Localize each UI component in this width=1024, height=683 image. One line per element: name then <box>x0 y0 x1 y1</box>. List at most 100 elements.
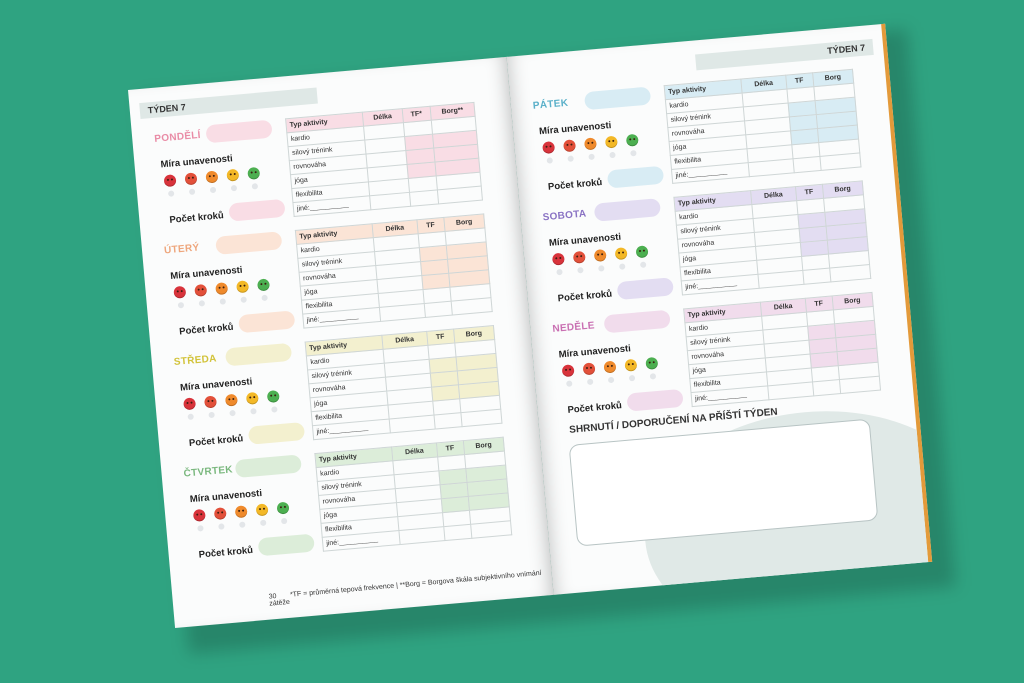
fatigue-checkbox[interactable] <box>649 373 657 380</box>
activity-table: Typ aktivity Délka TF* Borg** kardio silový t… <box>285 102 483 217</box>
steps-field[interactable] <box>247 421 306 445</box>
activity-cell[interactable] <box>398 526 445 545</box>
fatigue-checkbox[interactable] <box>586 378 594 386</box>
fatigue-checkbox[interactable] <box>280 517 288 525</box>
face-icon <box>645 356 659 370</box>
fatigue-checkbox[interactable] <box>209 186 217 194</box>
fatigue-checkbox[interactable] <box>188 188 196 196</box>
face-icon <box>603 360 617 374</box>
fatigue-label: Míra unavenosti <box>189 487 263 506</box>
activity-cell[interactable] <box>838 376 881 394</box>
fatigue-checkbox[interactable] <box>197 525 204 532</box>
fatigue-label: Míra unavenosti <box>558 343 632 361</box>
activity-cell[interactable] <box>433 412 462 430</box>
activity-table: Typ aktivity Délka TF Borg kardio silový trén… <box>314 437 512 552</box>
face-icon <box>183 397 197 411</box>
face-icon <box>215 282 229 296</box>
fatigue-checkbox[interactable] <box>271 406 278 413</box>
fatigue-checkbox[interactable] <box>239 521 246 528</box>
fatigue-checkbox[interactable] <box>219 298 227 305</box>
fatigue-checkbox[interactable] <box>566 380 573 387</box>
fatigue-checkbox[interactable] <box>630 149 637 157</box>
face-icon <box>247 166 261 180</box>
fatigue-checkbox[interactable] <box>259 519 267 527</box>
activity-cell[interactable] <box>829 264 871 283</box>
face-icon <box>236 280 250 294</box>
day-name: ÚTERÝ <box>163 242 200 257</box>
activity-cell[interactable] <box>409 189 439 207</box>
activity-cell[interactable] <box>812 379 841 396</box>
day-name-pill <box>583 86 652 111</box>
fatigue-checkbox[interactable] <box>609 151 616 159</box>
activity-cell[interactable] <box>748 158 794 177</box>
fatigue-checkbox[interactable] <box>208 411 215 419</box>
left-days: PONDĚLÍ Míra unavenosti Počet kroků Typ akt… <box>128 57 512 561</box>
right-page: TÝDEN 7 PÁTEK Míra unavenosti Počet kroků T… <box>506 23 933 595</box>
steps-field[interactable] <box>606 165 665 189</box>
activity-table: Typ aktivity Délka TF Borg kardio silový trén… <box>683 292 881 407</box>
fatigue-label: Míra unavenosti <box>179 376 253 394</box>
activity-cell[interactable] <box>757 270 804 289</box>
fatigue-checkbox[interactable] <box>240 296 247 303</box>
steps-label: Počet kroků <box>567 400 623 416</box>
day-name: STŘEDA <box>173 353 218 369</box>
activity-cell[interactable] <box>792 156 821 173</box>
fatigue-checkbox[interactable] <box>619 263 626 270</box>
fatigue-checkbox[interactable] <box>556 268 563 276</box>
fatigue-checkbox[interactable] <box>251 183 259 190</box>
activity-cell[interactable] <box>369 192 411 210</box>
fatigue-checkbox[interactable] <box>607 376 615 384</box>
fatigue-checkbox[interactable] <box>230 184 238 192</box>
face-icon <box>205 170 219 184</box>
face-icon <box>276 501 290 515</box>
steps-label: Počet kroků <box>557 288 613 305</box>
face-icon <box>257 278 271 292</box>
fatigue-label: Míra unavenosti <box>548 231 622 249</box>
face-icon <box>551 252 565 266</box>
activity-cell[interactable] <box>423 301 452 318</box>
face-icon <box>245 391 259 405</box>
face-icon <box>192 508 206 522</box>
fatigue-checkbox[interactable] <box>588 153 595 161</box>
activity-cell[interactable] <box>379 303 425 322</box>
face-icon <box>635 245 649 259</box>
face-icon <box>255 503 269 517</box>
steps-field[interactable] <box>257 533 315 557</box>
activity-cell[interactable] <box>389 415 435 433</box>
face-icon <box>194 283 208 297</box>
activity-cell[interactable] <box>443 524 472 541</box>
activity-table: Typ aktivity Délka TF Borg kardio silový trén… <box>673 180 871 295</box>
steps-field[interactable] <box>228 198 286 222</box>
face-icon <box>583 137 597 151</box>
fatigue-checkbox[interactable] <box>198 300 206 307</box>
activity-cell[interactable] <box>819 152 861 171</box>
activity-cell[interactable] <box>460 409 502 427</box>
face-icon <box>226 168 240 182</box>
fatigue-checkbox[interactable] <box>628 374 636 382</box>
steps-field[interactable] <box>616 277 674 301</box>
fatigue-checkbox[interactable] <box>577 267 584 274</box>
fatigue-checkbox[interactable] <box>261 294 268 302</box>
activity-cell[interactable] <box>802 268 831 285</box>
fatigue-checkbox[interactable] <box>177 301 185 309</box>
fatigue-checkbox[interactable] <box>229 409 236 417</box>
fatigue-checkbox[interactable] <box>167 190 175 197</box>
fatigue-checkbox[interactable] <box>546 157 554 164</box>
face-icon <box>184 172 198 186</box>
fatigue-checkbox[interactable] <box>187 413 194 421</box>
activity-cell[interactable] <box>767 381 814 400</box>
fatigue-checkbox[interactable] <box>250 408 257 415</box>
activity-cell[interactable] <box>450 297 493 316</box>
fatigue-checkbox[interactable] <box>598 265 605 272</box>
steps-field[interactable] <box>238 310 296 334</box>
steps-field[interactable] <box>626 388 684 412</box>
day-name: PONDĚLÍ <box>153 129 202 145</box>
fatigue-label: Míra unavenosti <box>169 264 243 282</box>
fatigue-checkbox[interactable] <box>639 261 647 269</box>
activity-cell[interactable] <box>470 520 512 539</box>
week-header-right: TÝDEN 7 <box>695 38 874 71</box>
fatigue-checkbox[interactable] <box>567 155 574 162</box>
activity-cell[interactable] <box>437 186 483 204</box>
fatigue-checkbox[interactable] <box>218 523 225 530</box>
open-planner-book: TÝDEN 7 PONDĚLÍ Míra unavenosti Počet krok… <box>128 23 933 628</box>
